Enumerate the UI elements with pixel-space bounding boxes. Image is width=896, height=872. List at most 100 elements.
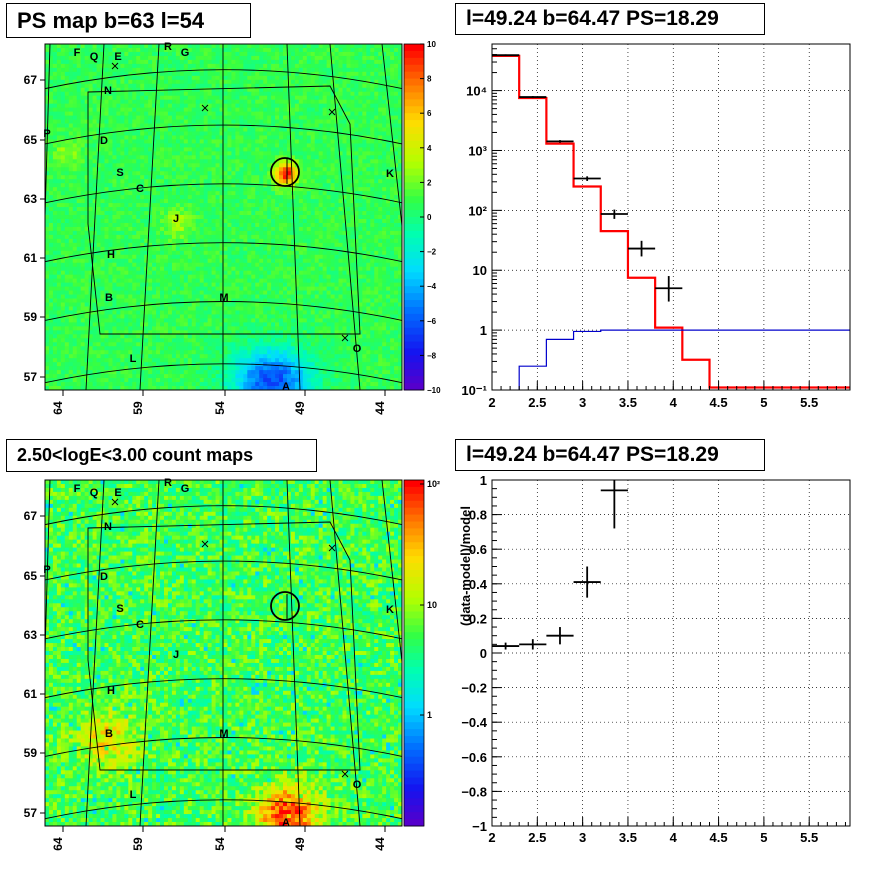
heatmap-cell (179, 230, 185, 236)
heatmap-cell (394, 179, 399, 184)
heatmap-cell (306, 215, 312, 220)
heatmap-cell (100, 55, 105, 61)
heatmap-cell (219, 115, 224, 120)
heatmap-cell (84, 83, 90, 89)
heatmap-cell (366, 199, 371, 204)
heatmap-cell (283, 163, 288, 168)
heatmap-cell (310, 191, 316, 196)
heatmap-cell (183, 147, 189, 152)
heatmap-cell (60, 127, 66, 132)
heatmap-cell (283, 127, 288, 132)
heatmap-cell (350, 199, 355, 204)
heatmap-cell (104, 147, 109, 152)
heatmap-cell (267, 147, 272, 152)
heatmap-cell (314, 167, 320, 172)
heatmap-cell (370, 47, 375, 53)
heatmap-cell (124, 159, 129, 164)
heatmap-cell (116, 91, 121, 97)
heatmap-cell (302, 131, 308, 136)
heatmap-cell (322, 75, 328, 81)
heatmap-cell (76, 175, 82, 180)
heatmap-cell (152, 254, 157, 260)
heatmap-cell (167, 218, 173, 224)
heatmap-cell (76, 131, 82, 136)
heatmap-cell (164, 131, 169, 136)
heatmap-cell (120, 167, 125, 172)
heatmap-cell (275, 107, 280, 113)
heatmap-cell (164, 211, 169, 216)
heatmap-cell (251, 135, 256, 140)
heatmap-cell (219, 95, 224, 101)
heatmap-cell (80, 226, 86, 232)
heatmap-cell (386, 218, 391, 224)
heatmap-cell (116, 79, 121, 85)
heatmap-cell (132, 51, 137, 57)
heatmap-cell (370, 234, 375, 240)
heatmap-cell (394, 47, 399, 53)
heatmap-cell (183, 139, 189, 144)
heatmap-cell (306, 44, 312, 49)
heatmap-cell (52, 83, 58, 89)
heatmap-cell (136, 111, 141, 116)
heatmap-cell (362, 135, 367, 140)
heatmap-cell (132, 199, 137, 204)
heatmap-cell (76, 207, 82, 212)
heatmap-cell (100, 107, 105, 113)
heatmap-cell (156, 187, 161, 192)
heatmap-cell (160, 246, 165, 252)
heatmap-cell (211, 44, 216, 49)
heatmap-cell (370, 131, 375, 136)
heatmap-cell (68, 44, 74, 49)
heatmap-cell (378, 131, 383, 136)
heatmap-cell (84, 147, 90, 152)
heatmap-cell (199, 167, 205, 172)
heatmap-cell (136, 254, 141, 260)
heatmap-cell (386, 230, 391, 236)
heatmap-cell (370, 155, 375, 160)
heatmap-cell (116, 250, 121, 256)
heatmap-cell (231, 207, 236, 212)
heatmap-cell (128, 226, 133, 232)
heatmap-cell (354, 143, 359, 148)
heatmap-cell (136, 51, 141, 57)
heatmap-cell (326, 127, 331, 132)
heatmap-cell (64, 67, 70, 73)
heatmap-cell (100, 262, 105, 268)
heatmap-cell (259, 127, 264, 132)
heatmap-cell (211, 183, 216, 188)
heatmap-cell (263, 83, 268, 89)
heatmap-cell (227, 238, 232, 244)
heatmap-cell (302, 211, 308, 216)
heatmap-cell (179, 254, 185, 260)
heatmap-cell (338, 215, 343, 220)
heatmap-cell (45, 87, 50, 93)
heatmap-cell (175, 75, 181, 81)
heatmap-cell (160, 159, 165, 164)
heatmap-cell (298, 79, 304, 85)
heatmap-cell (167, 99, 173, 105)
heatmap-cell (171, 234, 177, 240)
heatmap-cell (124, 99, 129, 105)
heatmap-cell (144, 163, 149, 168)
heatmap-cell (346, 143, 351, 148)
heatmap-cell (80, 79, 86, 85)
heatmap-cell (370, 83, 375, 89)
heatmap-cell (338, 147, 343, 152)
heatmap-cell (386, 183, 391, 188)
heatmap-cell (136, 171, 141, 176)
heatmap-cell (92, 79, 97, 85)
heatmap-cell (56, 242, 62, 248)
heatmap-cell (223, 79, 228, 85)
heatmap-cell (318, 59, 324, 65)
heatmap-cell (92, 71, 97, 77)
heatmap-cell (298, 215, 304, 220)
heatmap-cell (294, 183, 300, 188)
heatmap-cell (148, 163, 153, 168)
heatmap-cell (152, 147, 157, 152)
heatmap-cell (231, 234, 236, 240)
heatmap-cell (290, 139, 296, 144)
heatmap-cell (207, 83, 212, 89)
heatmap-cell (132, 183, 137, 188)
heatmap-cell (100, 226, 105, 232)
heatmap-cell (171, 47, 177, 53)
